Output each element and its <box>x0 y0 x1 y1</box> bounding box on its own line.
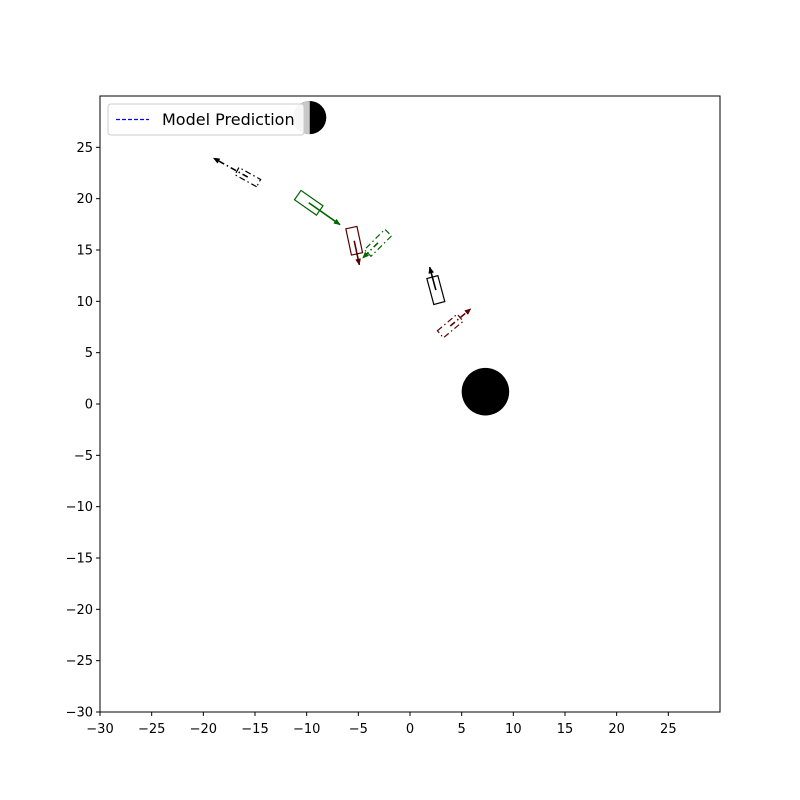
x-tick-label: 10 <box>505 722 522 737</box>
y-tick-label: −15 <box>66 552 93 567</box>
y-tick-label: 10 <box>76 295 93 310</box>
x-tick-label: −20 <box>190 722 217 737</box>
vehicle-arrowhead <box>464 308 472 315</box>
vehicle-4 <box>362 228 393 259</box>
y-tick-label: −5 <box>74 449 93 464</box>
y-axis: −30 −25 −20 −15 −10 −5 0 5 10 15 20 25 <box>66 141 100 721</box>
x-tick-label: −10 <box>293 722 320 737</box>
y-tick-label: −20 <box>66 603 93 618</box>
legend-frame <box>107 103 305 136</box>
vehicle-3 <box>345 225 364 266</box>
vehicle-1 <box>212 157 262 188</box>
y-tick-label: 20 <box>76 192 93 207</box>
vehicle-arrowhead <box>428 266 435 274</box>
x-tick-label: −15 <box>241 722 268 737</box>
x-tick-label: −5 <box>349 722 368 737</box>
vehicle-2 <box>293 189 341 226</box>
vehicle-trajectory <box>213 157 249 178</box>
vehicle-trajectory <box>449 308 472 327</box>
y-tick-label: 5 <box>85 346 93 361</box>
y-tick-label: −10 <box>66 500 93 515</box>
y-tick-label: −30 <box>66 706 93 721</box>
x-axis: −30 −25 −20 −15 −10 −5 0 5 10 15 20 25 <box>86 712 677 737</box>
legend-label-model-prediction: Model Prediction <box>162 110 295 129</box>
obstacle-circle <box>461 367 510 416</box>
y-tick-label: 25 <box>76 141 93 156</box>
y-tick-label: 0 <box>85 398 93 413</box>
data-marks <box>212 157 510 416</box>
x-tick-label: −25 <box>138 722 165 737</box>
vehicle-arrowhead <box>333 218 341 226</box>
legend: Model Prediction <box>107 103 305 136</box>
x-tick-label: 15 <box>557 722 574 737</box>
vehicle-arrowhead <box>355 258 361 266</box>
vehicle-trajectory <box>308 202 341 226</box>
x-tick-label: −30 <box>86 722 113 737</box>
x-tick-label: 25 <box>660 722 677 737</box>
vehicle-6 <box>436 308 472 339</box>
y-tick-label: −25 <box>66 654 93 669</box>
plot-area <box>100 96 720 712</box>
vehicle-body <box>234 166 262 188</box>
vehicle-arrowhead <box>212 157 221 164</box>
vehicle-body <box>363 228 393 258</box>
x-tick-label: 0 <box>406 722 414 737</box>
vehicle-arrowhead <box>362 251 370 259</box>
vehicle-body <box>436 313 465 339</box>
x-tick-label: 20 <box>608 722 625 737</box>
y-tick-label: 15 <box>76 244 93 259</box>
vehicle-5 <box>426 266 446 306</box>
x-tick-label: 5 <box>458 722 466 737</box>
